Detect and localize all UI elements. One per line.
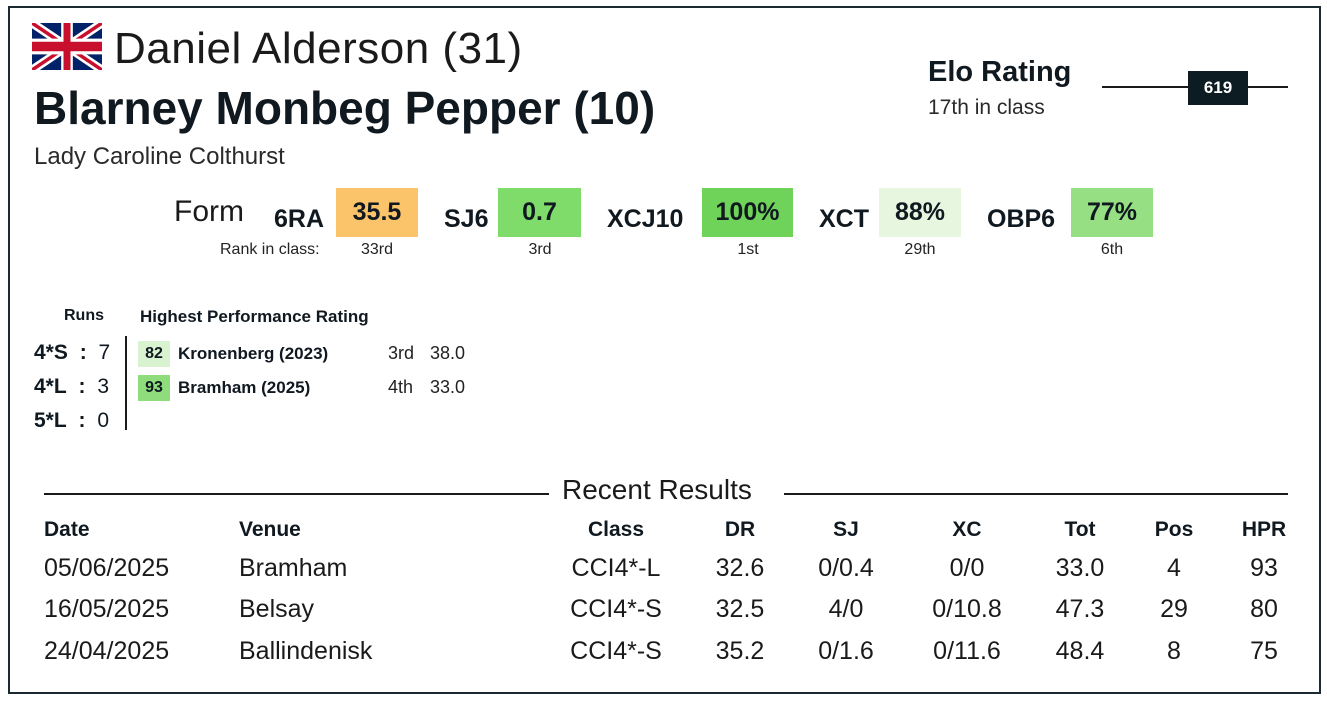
rank-obp6: 6th [1100,241,1124,258]
hpr-total: 38.0 [430,343,466,363]
result-pos: 29 [1160,595,1188,623]
rider-card: Daniel Alderson (31) Blarney Monbeg Pepp… [8,6,1321,694]
elo-class-rank: 17th in class [928,96,1045,119]
col-header-venue: Venue [239,518,301,541]
section-divider [784,493,1288,495]
rank-sj6: 3rd [528,241,552,258]
form-value-xcj10: 100% [702,188,793,237]
result-xc: 0/11.6 [933,637,1001,665]
col-header-pos: Pos [1154,518,1194,541]
result-dr: 32.6 [715,554,765,582]
col-header-date: Date [44,518,90,541]
form-key-obp6: OBP6 [987,205,1056,233]
result-sj: 0/0.4 [818,554,874,582]
horse-name: Blarney Monbeg Pepper (10) [34,82,656,134]
form-key-xcj10: XCJ10 [607,205,684,233]
form-key-6ra: 6RA [274,205,325,233]
result-venue: Ballindenisk [239,637,373,665]
result-sj: 4/0 [828,595,864,623]
col-header-class: Class [587,518,645,541]
rank-xct: 29th [904,241,936,258]
elo-value-badge: 619 [1188,71,1248,105]
result-tot: 47.3 [1055,595,1105,623]
form-key-sj6: SJ6 [444,205,489,233]
result-pos: 4 [1167,554,1181,582]
runs-count: 3 [97,375,110,398]
result-dr: 35.2 [715,637,765,665]
result-date: 24/04/2025 [44,637,170,665]
result-class: CCI4*-S [570,595,662,623]
result-xc: 0/10.8 [932,595,1002,623]
rank-in-class-label: Rank in class: [220,241,320,258]
result-hpr: 75 [1250,637,1278,665]
runs-row-4s: 4*S : 7 [34,341,110,365]
recent-results-title: Recent Results [562,474,752,505]
hpr-total: 33.0 [430,377,466,397]
hpr-position: 4th [388,377,414,397]
result-class: CCI4*-S [570,637,662,665]
result-date: 16/05/2025 [44,595,170,623]
rank-xcj10: 1st [737,241,759,258]
hpr-heading: Highest Performance Rating [140,307,369,326]
form-value-xct: 88% [879,188,961,237]
result-date: 05/06/2025 [44,554,170,582]
runs-level: 4*S [34,341,68,364]
runs-divider [125,336,127,430]
col-header-xc: XC [952,518,982,541]
uk-flag-icon [32,23,102,70]
form-value-sj6: 0.7 [498,188,581,237]
result-class: CCI4*-L [571,554,661,582]
form-value-obp6: 77% [1071,188,1153,237]
hpr-position: 3rd [388,343,415,363]
col-header-tot: Tot [1064,518,1096,541]
runs-sep: : [78,375,86,398]
runs-row-5l: 5*L : 0 [34,409,109,433]
result-hpr: 93 [1250,554,1278,582]
result-hpr: 80 [1250,595,1278,623]
form-label: Form [174,195,244,228]
rider-name: Daniel Alderson (31) [114,24,523,73]
form-value-6ra: 35.5 [336,188,418,237]
owner-name: Lady Caroline Colthurst [34,143,285,170]
result-dr: 32.5 [715,595,765,623]
runs-sep: : [79,341,87,364]
result-venue: Belsay [239,595,315,623]
result-pos: 8 [1167,637,1181,665]
result-venue: Bramham [239,554,348,582]
runs-count: 7 [98,341,111,364]
runs-level: 5*L [34,409,67,432]
col-header-dr: DR [724,518,756,541]
hpr-event: Kronenberg (2023) [178,344,329,363]
result-xc: 0/0 [949,554,985,582]
runs-count: 0 [97,409,110,432]
rank-6ra: 33rd [360,241,394,258]
runs-heading: Runs [64,307,104,324]
col-header-sj: SJ [833,518,859,541]
runs-level: 4*L [34,375,67,398]
runs-row-4l: 4*L : 3 [34,375,109,399]
runs-sep: : [78,409,86,432]
result-tot: 33.0 [1055,554,1105,582]
hpr-score-badge: 93 [138,375,170,401]
elo-title: Elo Rating [928,56,1072,88]
section-divider [44,493,549,495]
form-key-xct: XCT [819,205,869,233]
result-tot: 48.4 [1055,637,1105,665]
col-header-hpr: HPR [1241,518,1287,541]
hpr-score-badge: 82 [138,341,170,367]
result-sj: 0/1.6 [818,637,874,665]
hpr-event: Bramham (2025) [178,378,311,397]
